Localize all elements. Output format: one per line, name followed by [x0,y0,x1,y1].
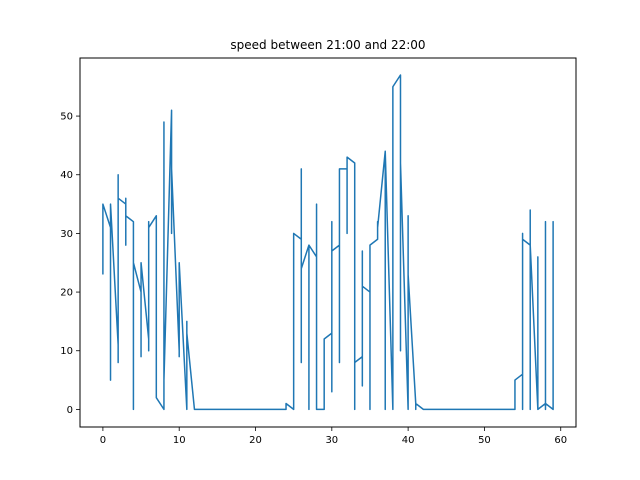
y-tick-label: 20 [60,288,73,299]
y-tick-label: 10 [60,346,73,357]
plot-area-frame [79,57,577,428]
series-layer [102,74,554,411]
x-tick-label: 40 [402,435,415,446]
x-tick-label: 0 [100,435,106,446]
x-tick-label: 50 [478,435,491,446]
axis-ticks: 0 10 20 30 40 50 60 0 10 20 30 40 50 [60,112,567,446]
chart-title: speed between 21:00 and 22:00 [230,38,425,52]
y-tick-label: 50 [60,112,73,123]
y-tick-label: 40 [60,170,73,181]
y-tick-label: 0 [67,405,73,416]
x-tick-label: 20 [249,435,262,446]
x-tick-label: 30 [325,435,338,446]
x-tick-label: 10 [173,435,186,446]
series-line [102,74,554,411]
y-tick-label: 30 [60,229,73,240]
x-tick-label: 60 [554,435,567,446]
